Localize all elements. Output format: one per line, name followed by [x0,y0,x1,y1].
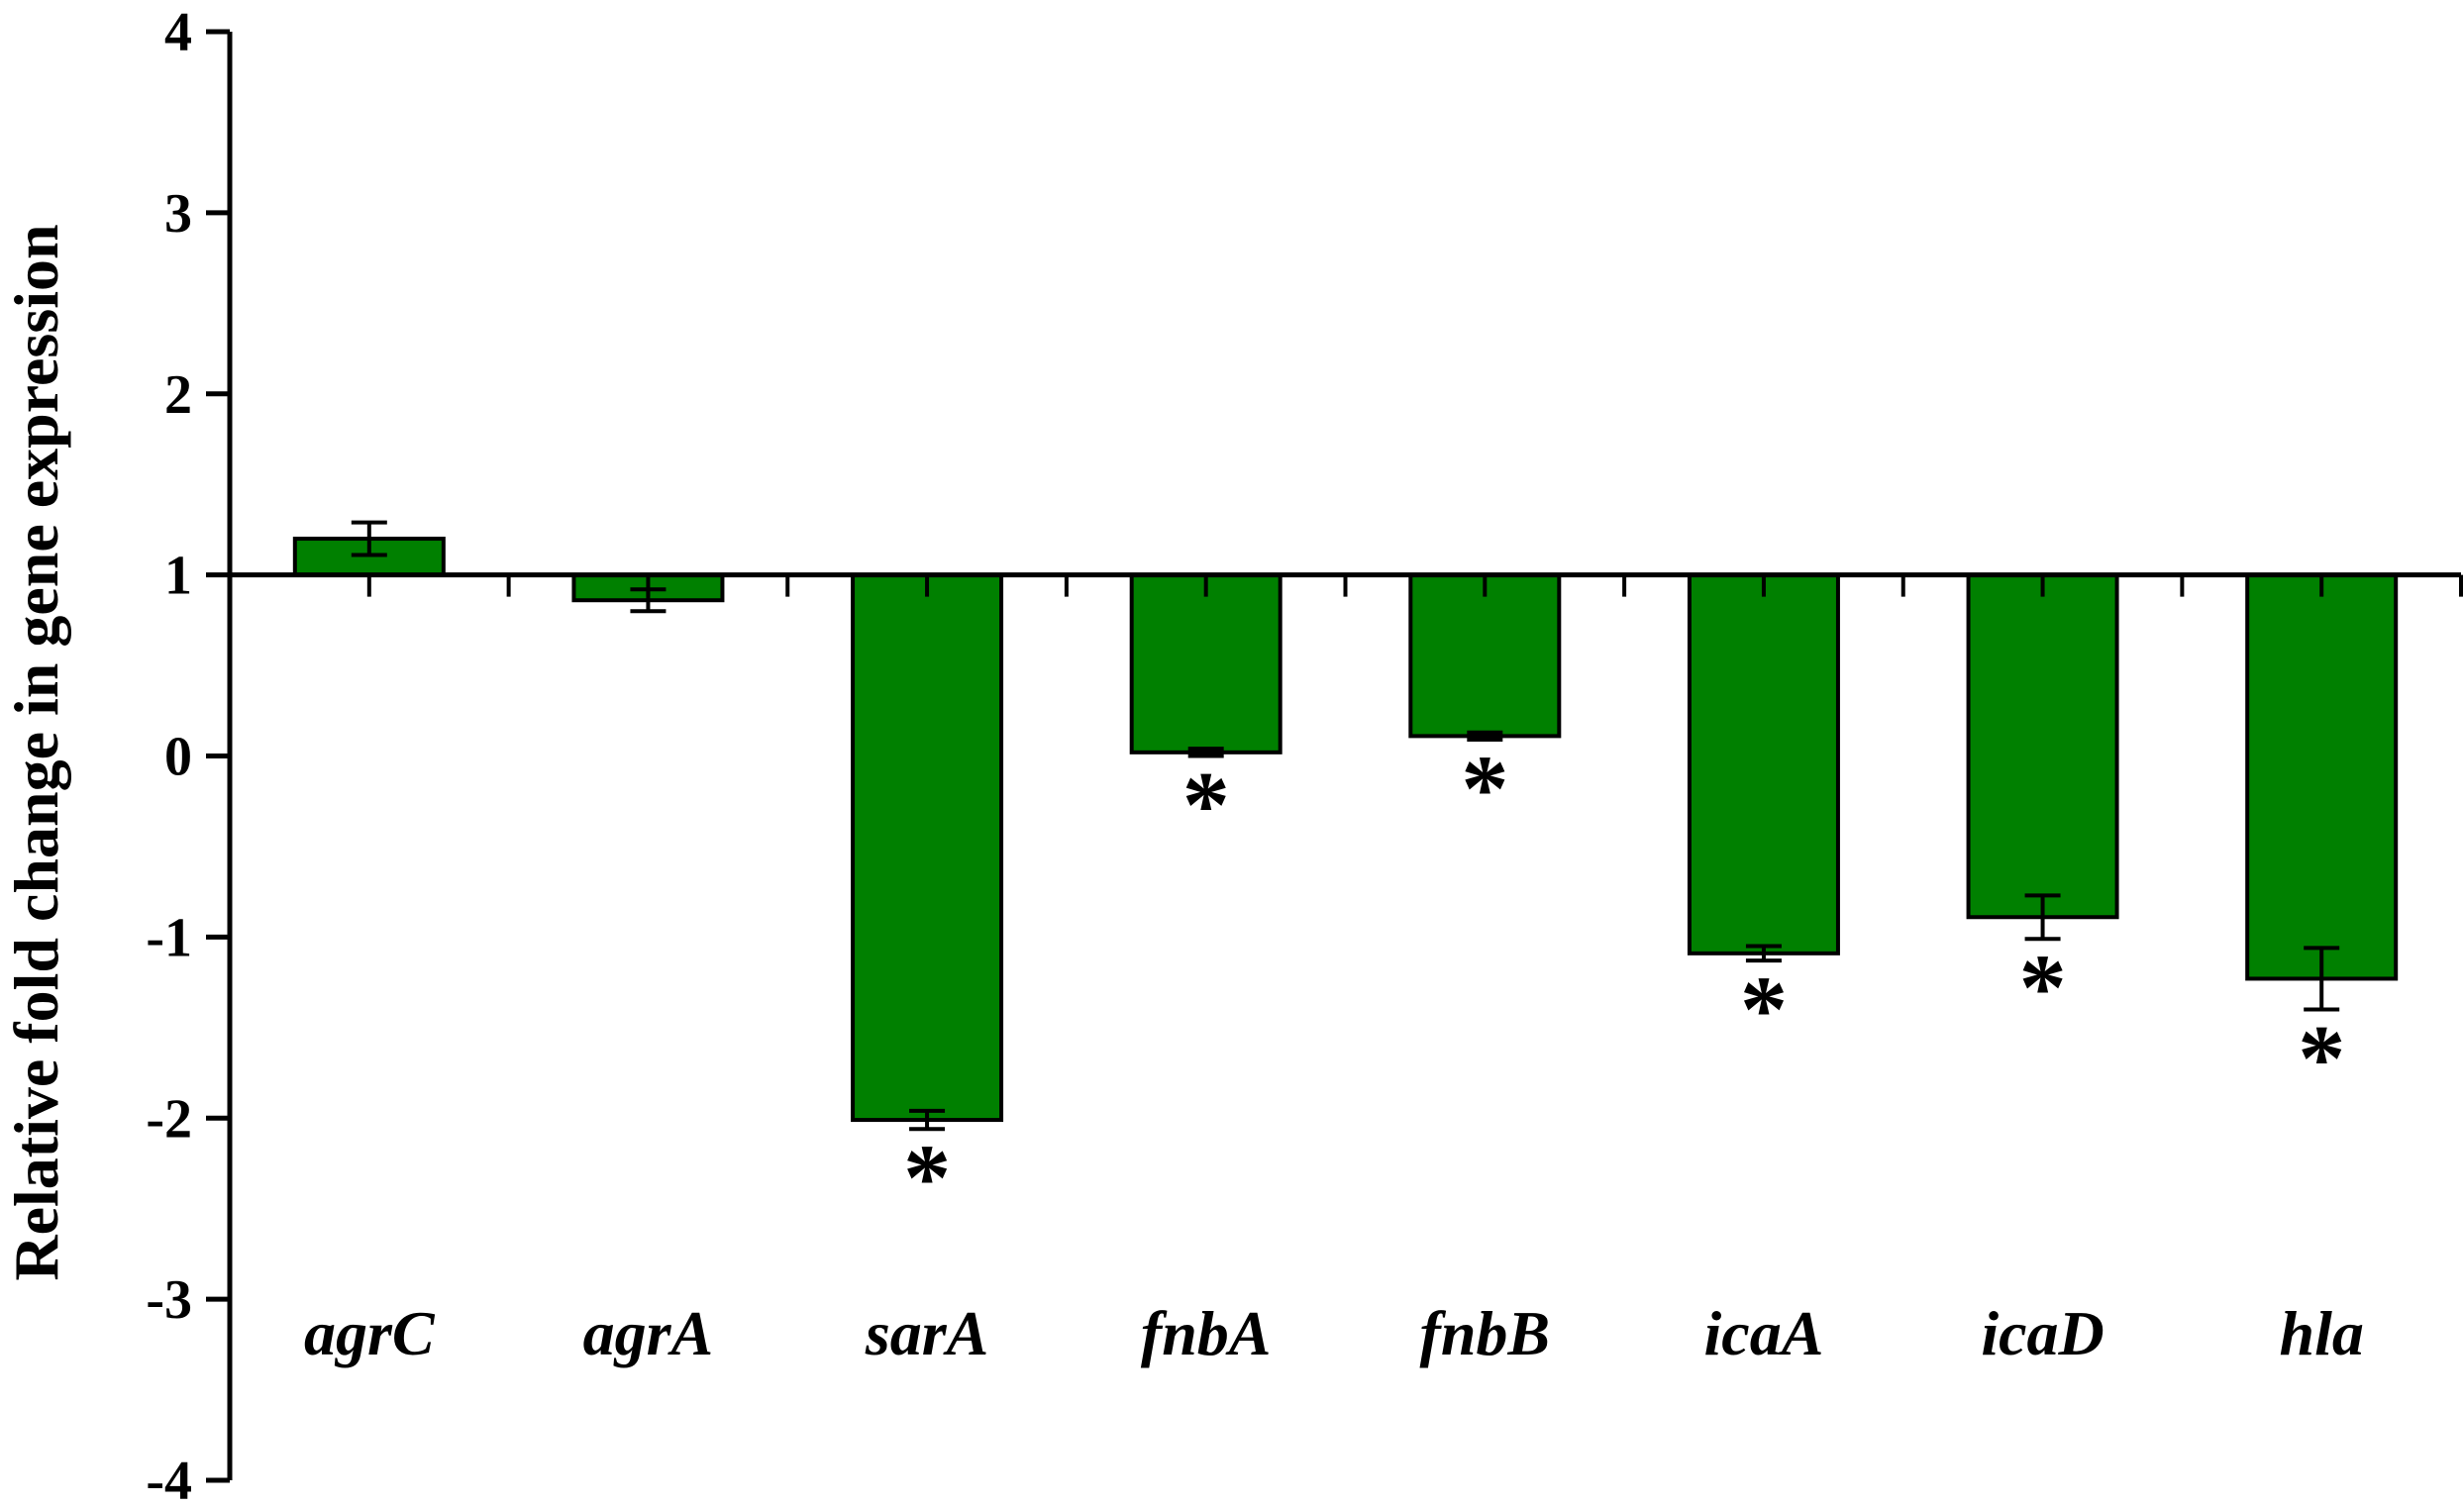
bar [1408,572,1562,739]
error-bar [1187,747,1224,758]
bar [1129,572,1283,754]
bar [1966,572,2119,920]
error-bar [1467,730,1503,743]
error-bar [630,587,667,614]
error-bar [1745,944,1782,963]
y-axis-title: Relative fold change in gene expression [1,224,71,1280]
category-label: icaA [1704,1298,1824,1368]
category-label: icaD [1981,1298,2104,1368]
y-tick-label: 1 [164,546,192,607]
category-label: hla [2280,1298,2364,1368]
category-labels: agrC agrA sarA fnbA fnbB icaA icaD hla [304,1298,2364,1368]
category-label: fnbA [1141,1298,1272,1368]
bar [851,572,1004,1123]
significance-star: * [1740,956,1788,1062]
significance-star: * [903,1125,951,1231]
error-bars [351,520,2340,1132]
significance-star: * [1461,736,1508,842]
y-tick-label: 2 [164,364,192,426]
y-tick-label: 0 [164,727,192,788]
category-label: agrA [583,1298,714,1368]
error-bar [2024,893,2061,942]
error-bar [351,520,387,557]
y-tick-label: -4 [146,1451,192,1508]
y-tick-label: -2 [146,1088,192,1150]
category-label: agrC [304,1298,436,1368]
bar [2245,572,2399,981]
y-tick-label: -1 [146,907,192,968]
significance-star: * [1182,753,1230,858]
y-tick-label: 4 [164,2,192,63]
y-axis-ticks: 4 3 2 1 0 -1 -2 -3 -4 [146,2,230,1508]
axes [227,32,2463,1480]
significance-markers: * * * * * * [903,736,2345,1231]
category-label: fnbB [1420,1298,1551,1368]
significance-star: * [2298,1006,2345,1112]
y-tick-label: 3 [164,183,192,245]
bar [1687,572,1840,955]
bars [292,537,2399,1123]
y-tick-label: -3 [146,1269,192,1331]
error-bar [2304,946,2340,1012]
category-label: sarA [865,1298,989,1368]
significance-star: * [2019,935,2067,1041]
error-bar [909,1108,946,1132]
